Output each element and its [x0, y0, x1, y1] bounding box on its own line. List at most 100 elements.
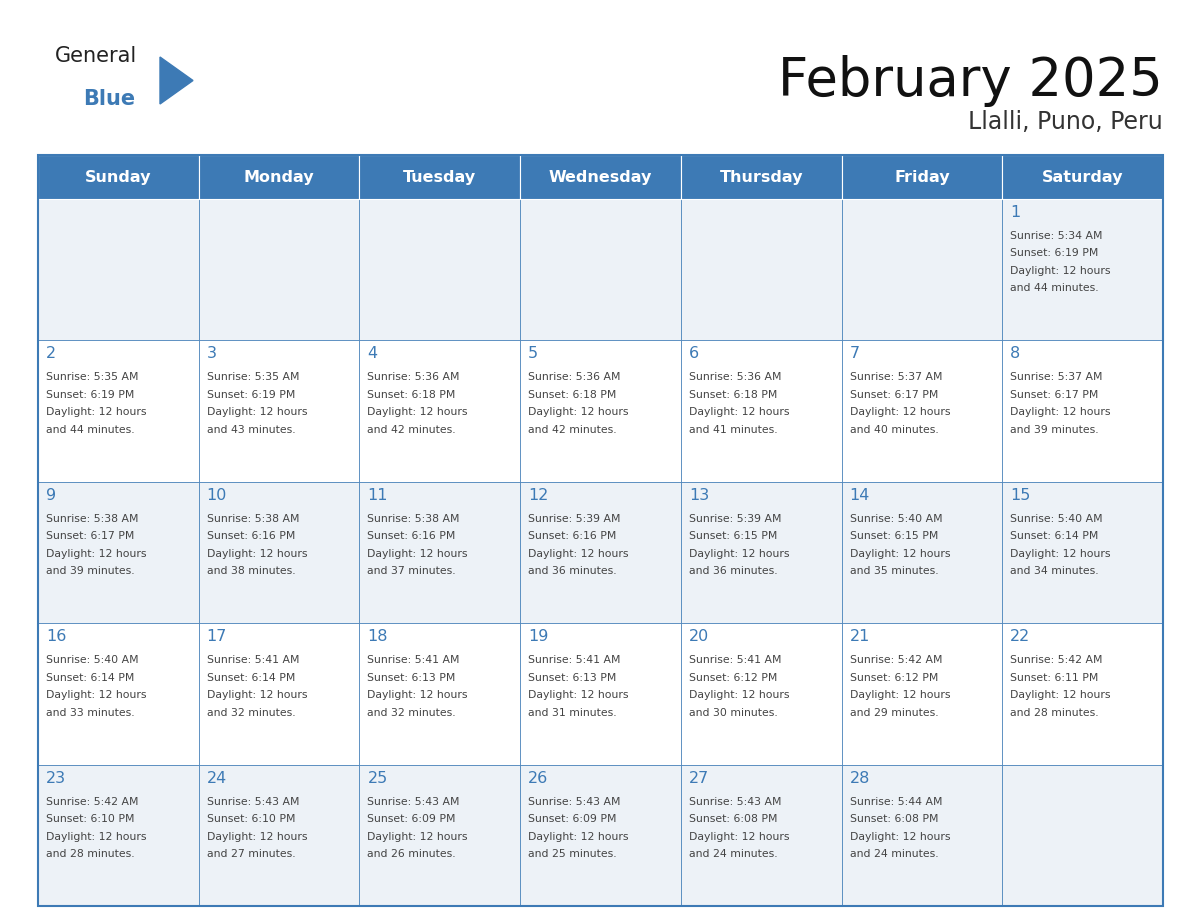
- Text: Sunday: Sunday: [86, 170, 152, 185]
- Text: Daylight: 12 hours: Daylight: 12 hours: [46, 832, 146, 842]
- Text: Sunrise: 5:38 AM: Sunrise: 5:38 AM: [367, 514, 460, 524]
- Text: February 2025: February 2025: [778, 55, 1163, 107]
- Text: Daylight: 12 hours: Daylight: 12 hours: [849, 832, 950, 842]
- Text: Sunset: 6:09 PM: Sunset: 6:09 PM: [367, 814, 456, 824]
- Text: and 28 minutes.: and 28 minutes.: [1010, 708, 1099, 718]
- Text: Sunset: 6:08 PM: Sunset: 6:08 PM: [689, 814, 777, 824]
- Text: Sunset: 6:14 PM: Sunset: 6:14 PM: [207, 673, 295, 683]
- Text: Sunrise: 5:43 AM: Sunrise: 5:43 AM: [207, 797, 299, 807]
- Text: Sunrise: 5:41 AM: Sunrise: 5:41 AM: [529, 655, 620, 666]
- Text: Sunrise: 5:42 AM: Sunrise: 5:42 AM: [1010, 655, 1102, 666]
- Text: Sunset: 6:12 PM: Sunset: 6:12 PM: [849, 673, 939, 683]
- Bar: [38, 155, 198, 199]
- Text: Sunrise: 5:41 AM: Sunrise: 5:41 AM: [367, 655, 460, 666]
- Text: and 26 minutes.: and 26 minutes.: [367, 849, 456, 859]
- Text: 14: 14: [849, 487, 870, 503]
- Text: Daylight: 12 hours: Daylight: 12 hours: [367, 832, 468, 842]
- Text: 5: 5: [529, 346, 538, 362]
- Text: Daylight: 12 hours: Daylight: 12 hours: [207, 549, 308, 559]
- Text: Tuesday: Tuesday: [403, 170, 476, 185]
- Bar: [681, 155, 841, 199]
- Bar: [841, 199, 1003, 341]
- Text: and 30 minutes.: and 30 minutes.: [689, 708, 778, 718]
- Bar: [841, 623, 1003, 765]
- Bar: [38, 765, 198, 906]
- Text: Sunrise: 5:42 AM: Sunrise: 5:42 AM: [46, 797, 139, 807]
- Text: 9: 9: [46, 487, 56, 503]
- Text: Sunrise: 5:34 AM: Sunrise: 5:34 AM: [1010, 231, 1102, 241]
- Text: 2: 2: [46, 346, 56, 362]
- Bar: [681, 199, 841, 341]
- Text: and 32 minutes.: and 32 minutes.: [367, 708, 456, 718]
- Text: Sunrise: 5:36 AM: Sunrise: 5:36 AM: [529, 373, 620, 383]
- Text: Saturday: Saturday: [1042, 170, 1124, 185]
- Text: and 27 minutes.: and 27 minutes.: [207, 849, 296, 859]
- Text: Monday: Monday: [244, 170, 315, 185]
- Text: 17: 17: [207, 629, 227, 644]
- Bar: [841, 482, 1003, 623]
- Text: and 39 minutes.: and 39 minutes.: [1010, 425, 1099, 435]
- Text: Sunrise: 5:41 AM: Sunrise: 5:41 AM: [207, 655, 299, 666]
- Text: Sunset: 6:17 PM: Sunset: 6:17 PM: [46, 532, 134, 542]
- Text: Blue: Blue: [83, 89, 135, 109]
- Text: and 42 minutes.: and 42 minutes.: [529, 425, 617, 435]
- Text: Sunrise: 5:43 AM: Sunrise: 5:43 AM: [367, 797, 460, 807]
- Text: Sunrise: 5:42 AM: Sunrise: 5:42 AM: [849, 655, 942, 666]
- Text: Sunrise: 5:37 AM: Sunrise: 5:37 AM: [849, 373, 942, 383]
- Text: Sunset: 6:13 PM: Sunset: 6:13 PM: [529, 673, 617, 683]
- Text: Daylight: 12 hours: Daylight: 12 hours: [207, 408, 308, 418]
- Bar: [360, 482, 520, 623]
- Text: Sunset: 6:18 PM: Sunset: 6:18 PM: [689, 390, 777, 400]
- Text: Sunset: 6:12 PM: Sunset: 6:12 PM: [689, 673, 777, 683]
- Text: Sunrise: 5:38 AM: Sunrise: 5:38 AM: [207, 514, 299, 524]
- Text: 13: 13: [689, 487, 709, 503]
- Text: Sunrise: 5:39 AM: Sunrise: 5:39 AM: [689, 514, 782, 524]
- Text: 11: 11: [367, 487, 388, 503]
- Text: 7: 7: [849, 346, 860, 362]
- Bar: [38, 623, 198, 765]
- Text: and 28 minutes.: and 28 minutes.: [46, 849, 134, 859]
- Bar: [841, 155, 1003, 199]
- Text: Daylight: 12 hours: Daylight: 12 hours: [689, 408, 789, 418]
- Text: Daylight: 12 hours: Daylight: 12 hours: [1010, 690, 1111, 700]
- Bar: [360, 623, 520, 765]
- Text: Sunset: 6:10 PM: Sunset: 6:10 PM: [207, 814, 295, 824]
- Bar: [1003, 623, 1163, 765]
- Bar: [198, 341, 360, 482]
- Text: Sunset: 6:13 PM: Sunset: 6:13 PM: [367, 673, 456, 683]
- Text: Daylight: 12 hours: Daylight: 12 hours: [529, 408, 628, 418]
- Text: Daylight: 12 hours: Daylight: 12 hours: [367, 549, 468, 559]
- Text: Daylight: 12 hours: Daylight: 12 hours: [1010, 549, 1111, 559]
- Text: Sunrise: 5:35 AM: Sunrise: 5:35 AM: [207, 373, 299, 383]
- Text: Sunrise: 5:38 AM: Sunrise: 5:38 AM: [46, 514, 139, 524]
- Text: Sunrise: 5:40 AM: Sunrise: 5:40 AM: [46, 655, 139, 666]
- Bar: [681, 341, 841, 482]
- Text: Daylight: 12 hours: Daylight: 12 hours: [849, 408, 950, 418]
- Text: Sunset: 6:17 PM: Sunset: 6:17 PM: [849, 390, 939, 400]
- Text: and 35 minutes.: and 35 minutes.: [849, 566, 939, 577]
- Text: and 36 minutes.: and 36 minutes.: [529, 566, 617, 577]
- Text: Daylight: 12 hours: Daylight: 12 hours: [689, 549, 789, 559]
- Text: Daylight: 12 hours: Daylight: 12 hours: [529, 549, 628, 559]
- Text: Wednesday: Wednesday: [549, 170, 652, 185]
- Text: 8: 8: [1010, 346, 1020, 362]
- Text: and 40 minutes.: and 40 minutes.: [849, 425, 939, 435]
- Text: Daylight: 12 hours: Daylight: 12 hours: [529, 690, 628, 700]
- Text: Sunset: 6:14 PM: Sunset: 6:14 PM: [1010, 532, 1099, 542]
- Text: Daylight: 12 hours: Daylight: 12 hours: [367, 408, 468, 418]
- Text: Sunset: 6:18 PM: Sunset: 6:18 PM: [529, 390, 617, 400]
- Bar: [1003, 765, 1163, 906]
- Bar: [198, 623, 360, 765]
- Text: 1: 1: [1010, 205, 1020, 220]
- Bar: [38, 341, 198, 482]
- Text: Llalli, Puno, Peru: Llalli, Puno, Peru: [968, 110, 1163, 134]
- Bar: [520, 199, 681, 341]
- Text: 25: 25: [367, 770, 387, 786]
- Text: Daylight: 12 hours: Daylight: 12 hours: [1010, 408, 1111, 418]
- Text: Sunrise: 5:36 AM: Sunrise: 5:36 AM: [689, 373, 782, 383]
- Text: 24: 24: [207, 770, 227, 786]
- Text: 15: 15: [1010, 487, 1031, 503]
- Text: and 32 minutes.: and 32 minutes.: [207, 708, 296, 718]
- Text: 4: 4: [367, 346, 378, 362]
- Text: Sunset: 6:11 PM: Sunset: 6:11 PM: [1010, 673, 1099, 683]
